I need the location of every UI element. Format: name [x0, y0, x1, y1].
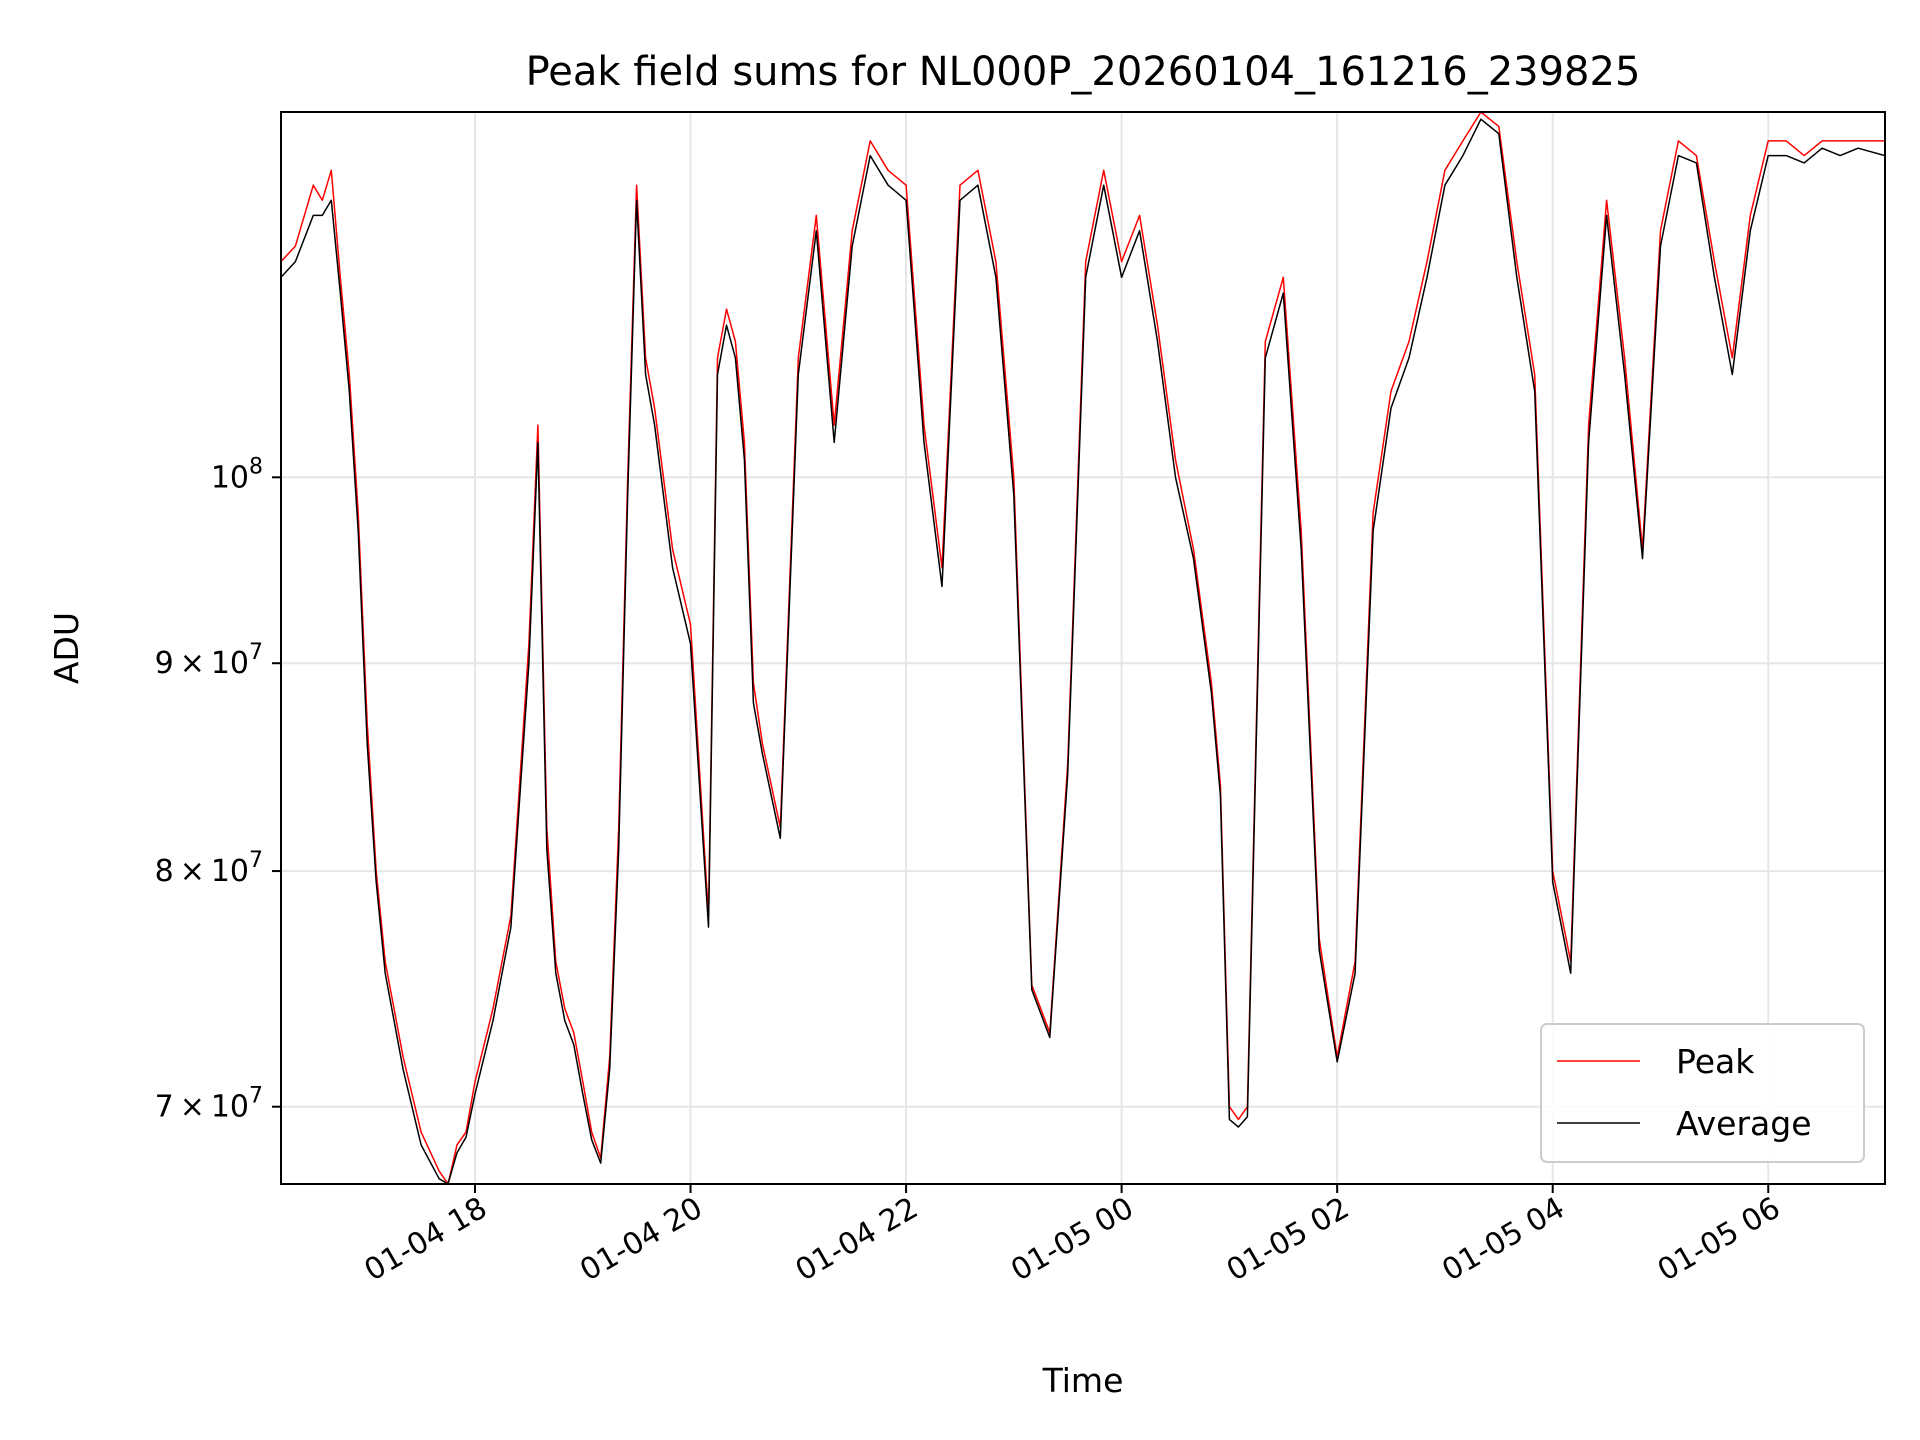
y-axis: 7 × 107 8 × 107 9 × 107 108 [155, 454, 281, 1125]
legend-box [1540, 1023, 1865, 1163]
chart-title: Peak field sums for NL000P_20260104_1612… [526, 49, 1641, 95]
legend: Peak Average [1540, 1023, 1865, 1163]
y-tick-label-text: 108 [211, 454, 263, 495]
y-tick-label-text: 9 × 107 [155, 640, 263, 681]
series-layer [281, 112, 1885, 1184]
y-tick-label-text: 7 × 107 [155, 1084, 263, 1125]
plot-frame [280, 111, 1886, 1185]
y-tick-label: 9 × 107 [155, 640, 263, 681]
y-tick-label: 108 [211, 454, 263, 495]
series-line-average [281, 118, 1885, 1184]
legend-label-peak: Peak [1676, 1042, 1755, 1081]
x-axis-label: Time [1042, 1361, 1124, 1400]
y-tick-label: 8 × 107 [155, 848, 263, 889]
y-axis-label: ADU [47, 612, 86, 684]
y-tick-label: 7 × 107 [155, 1084, 263, 1125]
series-line-peak [281, 112, 1885, 1184]
y-tick-label-text: 8 × 107 [155, 848, 263, 889]
legend-label-average: Average [1676, 1104, 1812, 1143]
